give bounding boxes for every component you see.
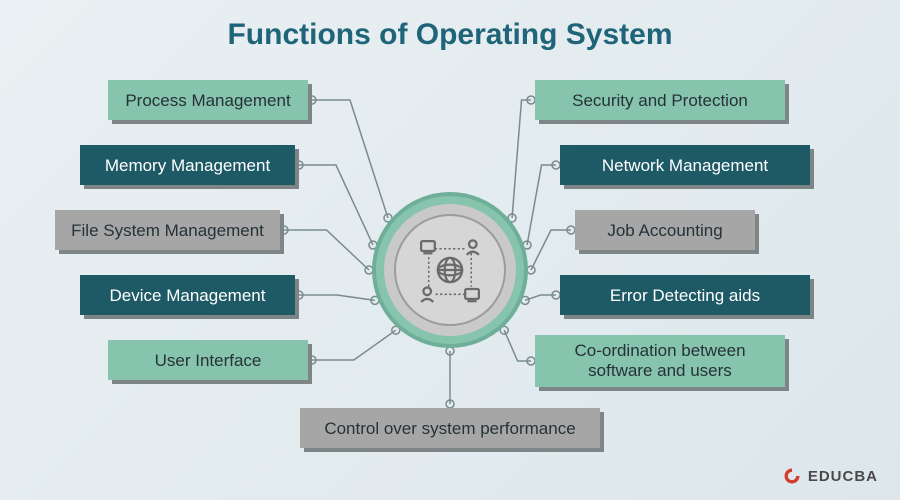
box-process: Process Management (108, 80, 308, 120)
box-coord: Co-ordination between software and users (535, 335, 785, 387)
box-network: Network Management (560, 145, 810, 185)
brand-logo: EDUCBA (782, 466, 878, 486)
box-filesys: File System Management (55, 210, 280, 250)
box-job: Job Accounting (575, 210, 755, 250)
globe-network-icon (412, 232, 488, 308)
diagram-canvas: Functions of Operating System (0, 0, 900, 500)
box-control: Control over system performance (300, 408, 600, 448)
educba-icon (782, 466, 802, 486)
page-title: Functions of Operating System (0, 18, 900, 52)
box-device: Device Management (80, 275, 295, 315)
central-hub (372, 192, 528, 348)
box-error: Error Detecting aids (560, 275, 810, 315)
brand-text: EDUCBA (808, 468, 878, 485)
hub-core (394, 214, 506, 326)
hub-ring (384, 204, 516, 336)
box-security: Security and Protection (535, 80, 785, 120)
box-memory: Memory Management (80, 145, 295, 185)
box-ui: User Interface (108, 340, 308, 380)
